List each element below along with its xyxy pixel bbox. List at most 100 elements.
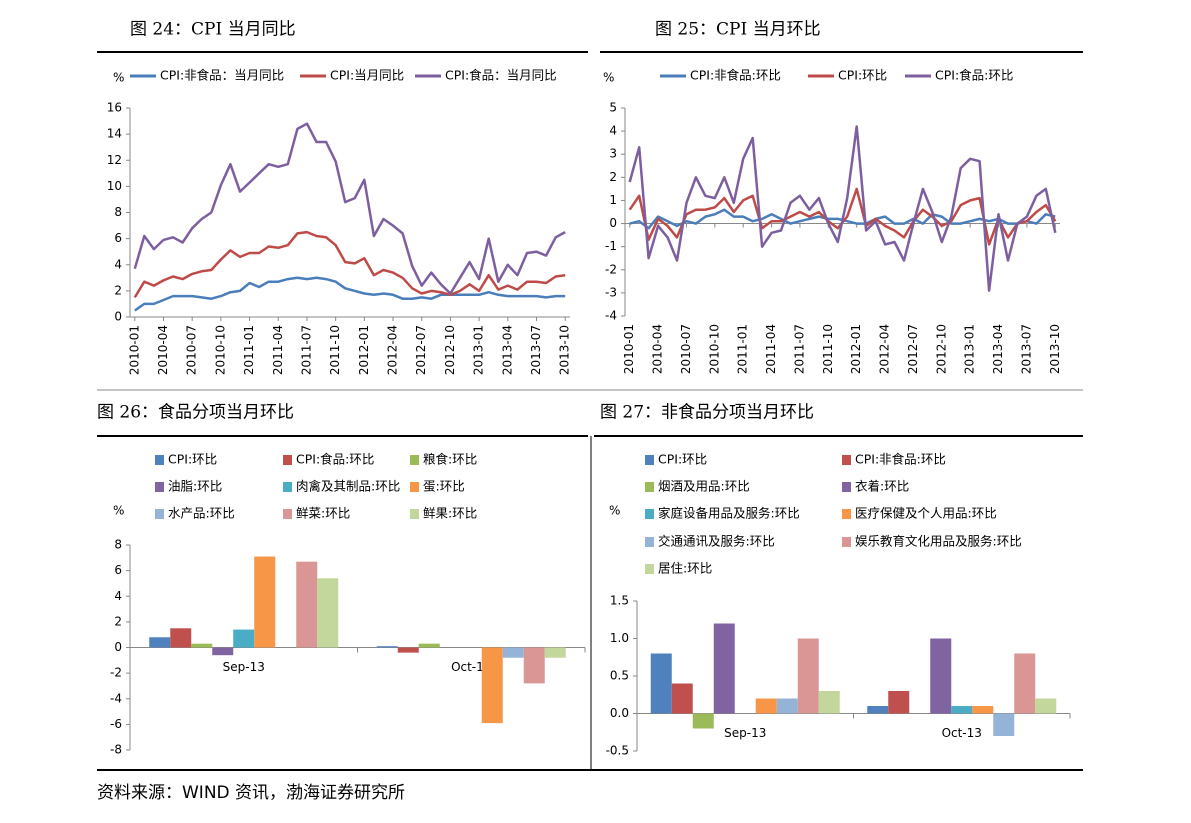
bar [930,638,952,714]
x-tick-label: 2013-01 [472,325,486,375]
legend-label: 油脂:环比 [168,479,222,494]
bar [170,628,192,648]
legend-label: 肉禽及其制品:环比 [296,479,400,494]
legend-swatch [155,509,164,519]
legend-label: CPI:食品:环比 [935,68,1013,83]
y-tick-label: 0 [114,310,122,324]
y-tick-label: 4 [114,257,122,271]
x-tick-label: 2013-07 [1019,324,1033,374]
legend-swatch [410,455,419,465]
y-tick-label: 6 [114,231,122,245]
legend-swatch [842,482,851,492]
y-tick-label: 10 [107,179,122,193]
y-tick-label: 1.5 [610,594,629,608]
y-tick-label: 14 [107,127,122,141]
y-tick-label: 16 [107,101,122,115]
bar [818,691,840,714]
y-tick-label: -3 [605,285,617,299]
legend-swatch [410,509,419,519]
x-tick-label: 2010-10 [707,324,721,374]
x-tick-label: 2013-04 [991,324,1005,374]
bar [481,647,503,724]
bar [544,647,566,658]
y-tick-label: 12 [107,153,122,167]
bar [418,643,440,648]
legend-label: CPI:食品：当月同比 [445,68,557,83]
x-tick-label: 2011-07 [299,325,313,375]
bar [713,623,735,714]
x-tick-label: 2010-01 [622,324,636,374]
y-tick-label: -2 [605,262,617,276]
source: 资料来源：WIND 资讯，渤海证券研究所 [97,783,405,803]
x-tick-label: 2010-07 [679,324,693,374]
bar [233,629,255,648]
bar [671,683,693,714]
x-tick-label: 2013-10 [1048,324,1062,374]
x-tick-label: 2012-10 [443,325,457,375]
bar [212,647,234,656]
y-tick-label: 4 [609,124,617,138]
y-tick-label: 0 [609,216,617,230]
legend-swatch [155,455,164,465]
legend-swatch [155,482,164,492]
legend-label: 医疗保健及个人用品:环比 [855,506,997,521]
y-tick-label: 5 [609,101,617,115]
bar [951,706,973,714]
bar [1014,653,1036,714]
legend-swatch [410,482,419,492]
x-tick-label: 2011-10 [328,325,342,375]
bar [1035,698,1057,714]
y-tick-label: 1.0 [610,631,629,645]
legend-label: 鲜果:环比 [423,506,477,521]
x-tick-label: 2013-04 [500,325,514,375]
bar [149,637,171,648]
y-tick-label: 6 [114,563,122,577]
x-tick-label: 2011-10 [821,324,835,374]
x-tick-label: 2010-10 [213,325,227,375]
legend-label: CPI:非食品:环比 [690,68,781,83]
legend-label: 水产品:环比 [168,506,235,521]
legend-label: 烟酒及用品:环比 [658,479,750,494]
legend-swatch [283,455,292,465]
y-tick-label: 8 [114,538,122,552]
chart-title: 图 24：CPI 当月同比 [130,20,296,40]
legend-label: CPI:非食品：当月同比 [160,68,284,83]
series-line [628,125,1057,292]
legend-label: CPI:环比 [658,452,707,467]
legend-swatch [283,509,292,519]
legend-label: CPI:食品:环比 [296,452,374,467]
legend-label: 粮食:环比 [423,452,477,467]
series-line [134,276,566,312]
y-tick-label: 0.0 [610,706,629,720]
bar [523,647,545,684]
legend-label: 衣着:环比 [855,479,909,494]
legend-label: 交通通讯及服务:环比 [658,534,775,549]
series-line [133,230,566,299]
legend-swatch [842,537,851,547]
x-tick-label: 2011-04 [764,324,778,374]
legend-swatch [842,509,851,519]
y-tick-label: -4 [605,309,617,323]
x-tick-label: 2011-04 [271,325,285,375]
legend-label: CPI:非食品:环比 [855,452,946,467]
x-tick-label: 2011-01 [242,325,256,375]
legend-swatch [645,564,654,574]
y-axis-label: % [603,71,614,85]
y-axis-label: % [113,71,124,85]
bar [972,706,994,714]
x-tick-label: 2012-01 [849,324,863,374]
y-tick-label: 2 [114,283,122,297]
bar [317,578,339,648]
legend-swatch [283,482,292,492]
x-tick-label: 2013-10 [558,325,572,375]
legend-label: 蛋:环比 [423,479,465,494]
series-line [133,122,566,295]
y-tick-label: 3 [609,147,617,161]
legend-label: 居住:环比 [658,561,712,576]
x-tick-label: 2012-07 [414,325,428,375]
y-tick-label: 2 [114,614,122,628]
legend-swatch [645,537,654,547]
x-tick-label: Sep-13 [223,660,265,674]
x-tick-label: 2012-10 [934,324,948,374]
